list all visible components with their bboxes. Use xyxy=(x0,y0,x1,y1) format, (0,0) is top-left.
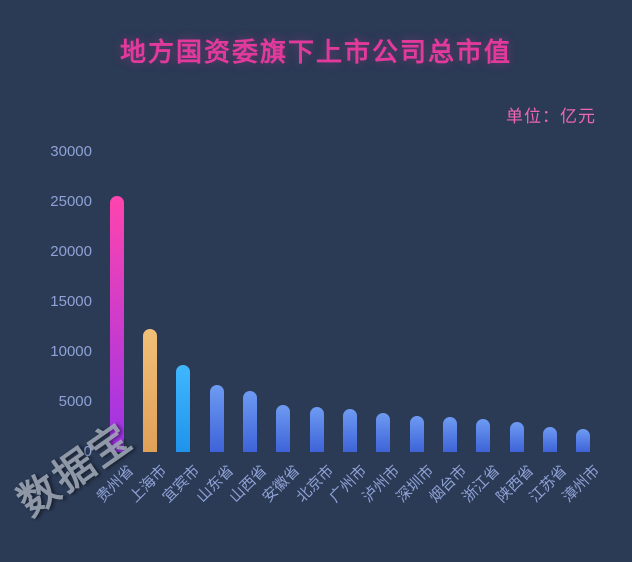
y-axis-tick-label: 5000 xyxy=(58,393,92,410)
x-axis-label: 宜宾市 xyxy=(159,462,204,506)
x-axis-label: 深圳市 xyxy=(392,462,437,506)
bar xyxy=(309,407,324,452)
bar xyxy=(476,419,491,452)
y-axis-tick-label: 20000 xyxy=(50,243,92,260)
chart-title: 地方国资委旗下上市公司总市值 xyxy=(119,37,512,67)
x-axis-label: 陕西省 xyxy=(492,462,537,506)
bar xyxy=(443,417,457,452)
x-axis-label: 安徽省 xyxy=(259,462,304,506)
y-axis-tick-label: 30000 xyxy=(50,143,92,160)
bar xyxy=(343,409,357,452)
bar xyxy=(543,427,557,452)
bar xyxy=(143,329,157,452)
bar xyxy=(576,429,591,452)
x-axis-label: 泸州市 xyxy=(359,462,404,506)
y-axis-tick-label: 15000 xyxy=(50,293,92,310)
y-axis-tick-label: 0 xyxy=(83,443,92,460)
bar xyxy=(509,422,524,452)
bar xyxy=(209,385,224,452)
x-axis-label: 浙江省 xyxy=(459,462,504,506)
unit-label: 单位：亿元 xyxy=(506,107,596,126)
bar xyxy=(243,391,257,452)
bar xyxy=(376,413,391,452)
bar xyxy=(276,405,291,452)
x-axis-label: 山东省 xyxy=(192,462,237,506)
x-axis-label: 北京市 xyxy=(292,462,337,506)
y-axis-tick-label: 25000 xyxy=(50,193,92,210)
bar xyxy=(176,365,191,452)
x-axis-label: 漳州市 xyxy=(559,462,604,506)
y-axis-tick-label: 10000 xyxy=(50,343,92,360)
bar xyxy=(409,416,424,452)
bar xyxy=(109,196,124,452)
